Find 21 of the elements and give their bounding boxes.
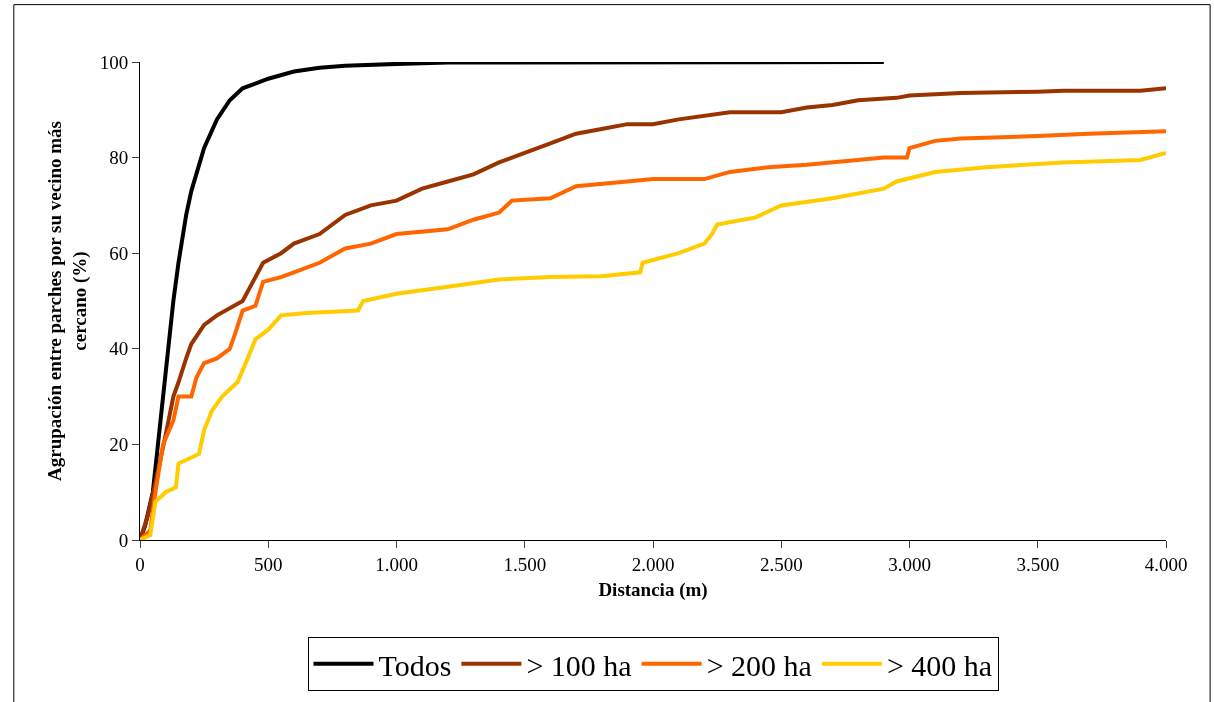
x-tick-label: 0 <box>135 553 145 575</box>
x-tick-label: 1.500 <box>503 553 547 575</box>
y-tick-label: 100 <box>99 51 129 73</box>
legend-label: > 200 ha <box>706 648 812 682</box>
y-tick-label: 60 <box>109 242 129 264</box>
x-tick-label: 4.000 <box>1144 553 1188 575</box>
x-tick-label: 2.000 <box>631 553 675 575</box>
y-tick-label: 0 <box>118 529 129 551</box>
x-tick-label: 2.500 <box>759 553 803 575</box>
y-tick-label: 20 <box>109 434 129 456</box>
x-tick-label: 3.500 <box>1016 553 1060 575</box>
legend-label: Todos <box>378 648 452 682</box>
y-tick-label: 40 <box>109 338 129 360</box>
x-tick-label: 3.000 <box>888 553 931 575</box>
legend-label: > 400 ha <box>886 648 993 682</box>
x-axis-title: Distancia (m) <box>598 578 708 601</box>
y-axis-title: Agrupación entre parches por su vecino más cercano (%) <box>43 121 91 481</box>
legend-label: > 100 ha <box>526 648 632 682</box>
x-tick-label: 500 <box>254 553 283 575</box>
x-tick-label: 1.000 <box>375 553 418 575</box>
y-tick-label: 80 <box>109 147 129 169</box>
